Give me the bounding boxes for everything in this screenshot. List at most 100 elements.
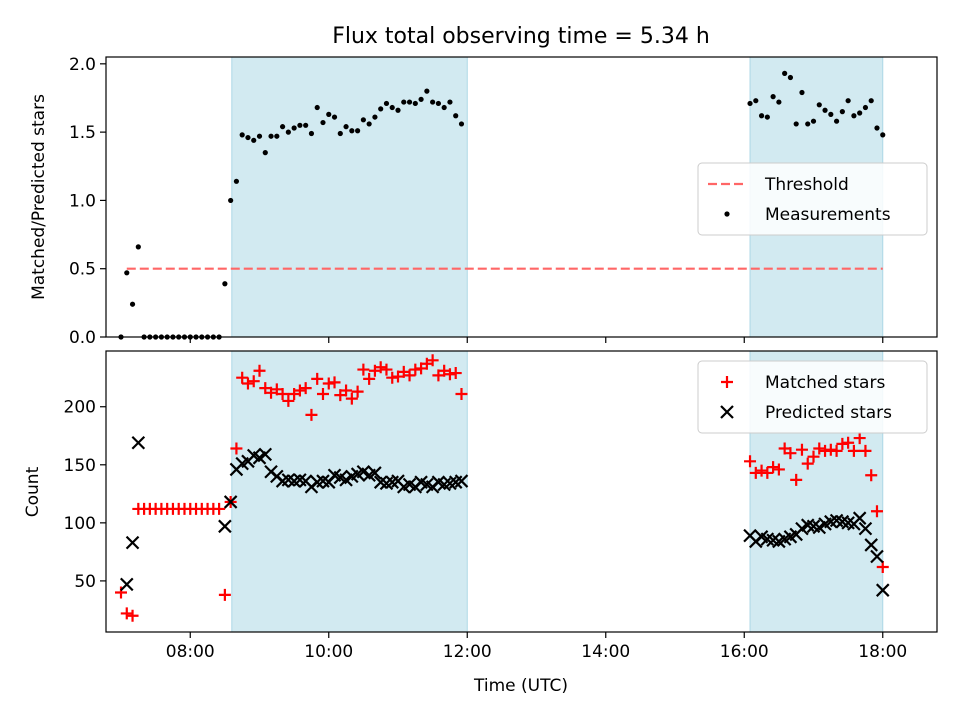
predicted-star-point xyxy=(258,447,273,462)
matched-star-point xyxy=(276,387,289,400)
legend-label: Threshold xyxy=(764,175,849,195)
measurement-point xyxy=(326,111,332,117)
matched-star-point xyxy=(230,442,243,455)
matched-star-point xyxy=(340,384,353,397)
measurement-point xyxy=(770,94,776,100)
measurement-point xyxy=(124,270,130,276)
x-tick-label: 10:00 xyxy=(304,642,353,662)
count-panel-y-ticks: 50 100 150 200 xyxy=(64,398,106,592)
legend-item-threshold: Threshold xyxy=(708,175,849,195)
matched-star-point xyxy=(115,586,128,599)
ratio-panel: 0.00.51.01.52.0 Matched/Predicted stars … xyxy=(29,55,938,348)
measurement-point xyxy=(256,133,263,139)
measurement-point xyxy=(458,121,465,127)
measurement-point xyxy=(435,100,441,107)
measurement-point xyxy=(331,114,338,120)
matched-star-point xyxy=(790,473,803,486)
measurement-point xyxy=(868,98,874,104)
ratio-panel-y-ticks: 0.0 0.5 1.0 1.5 2.0 xyxy=(69,55,106,348)
matched-star-point xyxy=(755,464,768,477)
observing-window-1 xyxy=(231,56,468,338)
ratio-panel-legend: Threshold Measurements xyxy=(697,162,928,236)
matched-star-point xyxy=(351,385,364,398)
x-tick-label: 08:00 xyxy=(166,642,215,662)
y-tick-label: 50 xyxy=(74,572,96,592)
matched-star-point xyxy=(316,387,329,400)
measurement-point xyxy=(314,104,320,111)
measurement-point xyxy=(395,107,401,113)
matched-star-point xyxy=(218,588,231,601)
count-panel-x-ticks: 08:00 10:00 12:00 14:00 16:00 18:00 xyxy=(166,632,907,662)
matched-star-point xyxy=(824,443,837,456)
matched-star-point xyxy=(807,450,820,463)
measurement-point xyxy=(845,98,851,104)
y-tick-label: 150 xyxy=(64,456,96,476)
matched-star-point xyxy=(853,432,866,445)
matched-star-point xyxy=(282,394,295,407)
matched-star-point xyxy=(120,607,133,620)
x-tick-label: 18:00 xyxy=(858,642,907,662)
measurement-point xyxy=(880,132,886,138)
matched-star-point xyxy=(380,363,393,376)
matched-star-point xyxy=(784,447,797,460)
measurement-point xyxy=(378,106,384,112)
measurement-point xyxy=(233,178,240,184)
measurement-point xyxy=(274,133,280,139)
predicted-star-point xyxy=(454,474,469,488)
measurement-point xyxy=(758,113,765,119)
legend-item-measurements: Measurements xyxy=(724,205,891,225)
measurement-point xyxy=(764,114,770,120)
measurement-point xyxy=(291,125,297,131)
measurement-point xyxy=(129,301,136,307)
measurement-point xyxy=(776,99,782,105)
measurement-point xyxy=(366,121,372,127)
star-count-points xyxy=(115,354,890,622)
matched-star-point xyxy=(819,444,832,457)
matched-star-point xyxy=(449,367,462,380)
chart-title: Flux total observing time = 5.34 h xyxy=(332,24,710,49)
measurement-point xyxy=(389,104,395,111)
measurement-point xyxy=(285,129,291,135)
measurement-point xyxy=(343,124,349,130)
measurement-point xyxy=(447,99,453,105)
legend-item-predicted-stars: Predicted stars xyxy=(720,403,892,423)
matched-star-point xyxy=(813,442,826,455)
y-tick-label: 200 xyxy=(64,398,96,418)
count-panel-frame xyxy=(105,350,938,633)
predicted-star-point xyxy=(131,435,146,450)
x-tick-label: 12:00 xyxy=(443,642,492,662)
measurement-point xyxy=(228,197,234,204)
measurement-point xyxy=(851,113,857,119)
legend-label: Measurements xyxy=(765,205,891,225)
measurement-point xyxy=(262,150,268,156)
measurement-point xyxy=(430,99,436,105)
matched-star-point xyxy=(744,455,757,468)
matched-star-point xyxy=(772,463,785,476)
measurement-point xyxy=(245,134,251,141)
legend-box xyxy=(697,360,928,434)
matched-star-point xyxy=(403,369,416,382)
predicted-star-point xyxy=(852,511,867,525)
measurement-point xyxy=(222,281,228,287)
matched-star-point xyxy=(311,372,324,385)
measurement-point xyxy=(805,121,811,127)
measurement-point xyxy=(857,110,863,116)
matched-star-point xyxy=(299,382,312,395)
legend-box xyxy=(697,162,928,236)
matched-star-point xyxy=(305,408,318,421)
predicted-star-point xyxy=(858,521,873,536)
ratio-panel-frame xyxy=(105,56,938,338)
y-tick-label: 0.0 xyxy=(69,328,96,348)
measurement-point xyxy=(372,114,378,120)
count-panel: 08:00 10:00 12:00 14:00 16:00 18:00 50 100 150 2… xyxy=(23,350,938,662)
measurement-point xyxy=(360,117,366,123)
measurement-point xyxy=(268,133,274,139)
matched-star-point xyxy=(847,444,860,457)
matched-star-point xyxy=(328,376,341,389)
measurement-point xyxy=(320,119,326,126)
ratio-panel-x-ticks xyxy=(189,337,884,343)
matched-star-point xyxy=(409,363,422,376)
count-panel-legend: Matched stars Predicted stars xyxy=(697,360,928,434)
measurement-point xyxy=(816,102,822,108)
